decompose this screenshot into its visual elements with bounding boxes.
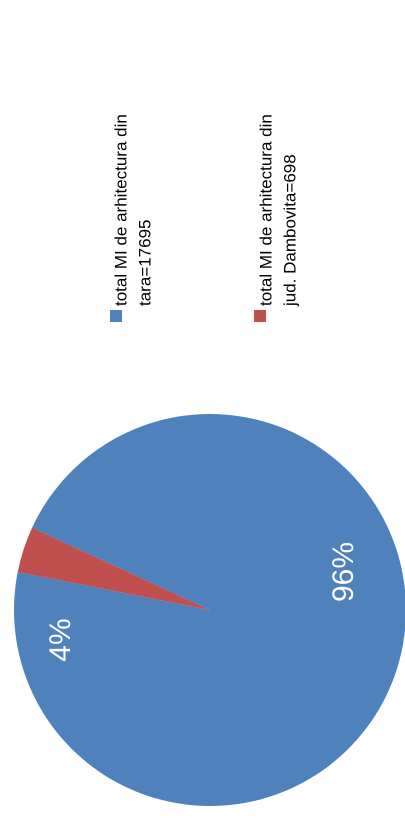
legend-marker [254,310,266,322]
legend-label-line2: jud. Dambovita=698 [280,154,299,307]
legend-entry: total MI de arhitectura din jud. Dambovit… [254,114,299,322]
legend-marker [110,310,122,322]
data-label-dambovita: 4% [44,618,77,661]
pie-slice-dambovita [17,527,211,610]
legend-entry: total MI de arhitectura din tara=17695 [110,114,154,322]
legend-label-line1: total MI de arhitectura din [256,114,275,306]
pie-slice-tara [14,414,405,806]
pie-plot-area: 96% 4% [14,414,405,806]
data-label-tara: 96% [327,542,360,602]
chart-legend: total MI de arhitectura din tara=17695 tot… [110,114,299,322]
legend-label-line1: total MI de arhitectura din [111,114,130,306]
legend-label-line2: tara=17695 [135,220,154,307]
